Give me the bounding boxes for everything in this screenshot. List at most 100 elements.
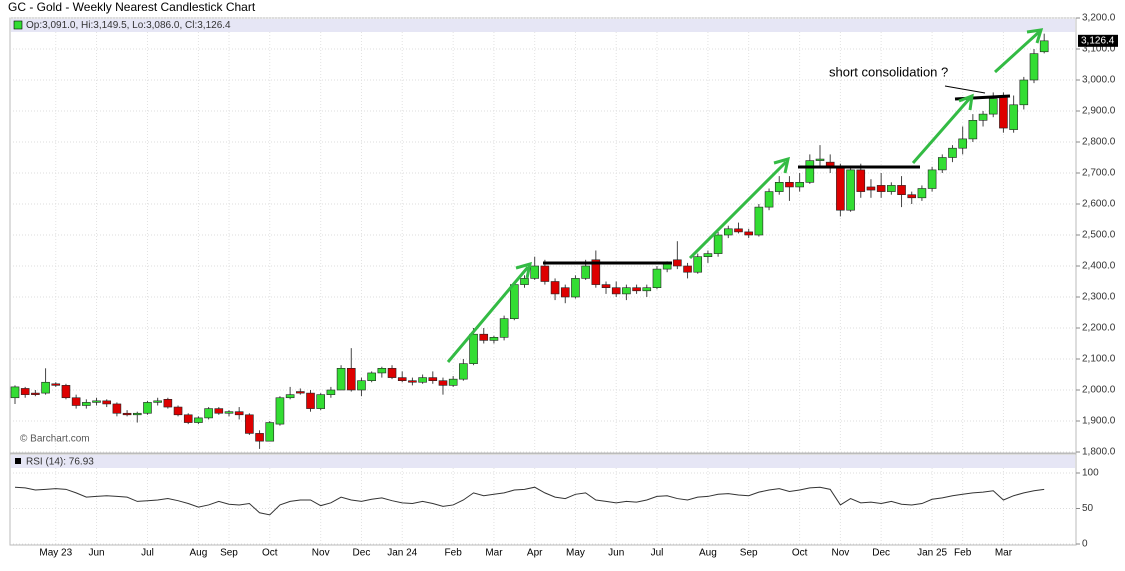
candle-body [102, 400, 112, 405]
y-tick-label: 2,200.0 [1082, 323, 1116, 334]
legend-swatch [13, 20, 23, 30]
candle-body [306, 392, 315, 409]
last-price-label: 3,126.4 [1081, 35, 1115, 46]
legend-band [11, 19, 1075, 32]
x-tick-label: Mar [485, 548, 503, 559]
x-tick-label: Apr [527, 548, 543, 559]
x-tick-label: Oct [792, 548, 808, 559]
candle-body [560, 287, 570, 298]
candle-body [296, 391, 305, 394]
x-tick-label: Feb [954, 548, 972, 559]
candle-body [122, 412, 132, 416]
candle-body [173, 406, 183, 416]
arrow [993, 30, 1041, 74]
candle-body [377, 367, 387, 374]
candle-body [194, 417, 203, 423]
candle-body [764, 191, 774, 208]
y-tick-label: 100 [1082, 468, 1099, 479]
x-tick-label: Nov [831, 548, 849, 559]
candle-body [805, 160, 815, 183]
candle-body [856, 169, 866, 192]
y-tick-label: 2,600.0 [1082, 199, 1116, 210]
candle-body [499, 318, 509, 338]
arrow [446, 266, 530, 363]
x-tick-label: Mar [995, 548, 1013, 559]
candle-body [112, 403, 122, 414]
candle-body [51, 383, 61, 386]
candle-body [622, 287, 631, 295]
candle-body [92, 400, 101, 403]
candle-body [815, 158, 825, 161]
candle-body [489, 336, 499, 341]
y-tick-label: 3,000.0 [1082, 75, 1116, 86]
candle-body [41, 381, 50, 394]
candle-body [632, 287, 641, 292]
candle-body [774, 182, 784, 192]
candle-body [367, 372, 376, 382]
candle-body [611, 287, 621, 295]
candle-body [153, 400, 162, 403]
candle-body [510, 284, 519, 320]
candle-body [408, 380, 417, 383]
candle-body [999, 96, 1008, 129]
candle-body [397, 377, 407, 382]
y-tick-label: 2,100.0 [1082, 354, 1116, 365]
rsi-label: RSI (14): 76.93 [26, 457, 94, 468]
candle-body [673, 259, 682, 267]
candle-body [316, 394, 326, 409]
legend-text: Op:3,091.0, Hi:3,149.5, Lo:3,086.0, Cl:3… [26, 20, 231, 31]
candle-body [346, 367, 356, 391]
x-tick-label: May 23 [39, 548, 72, 559]
candle-body [387, 367, 397, 378]
x-tick-label: Jul [141, 548, 154, 559]
candle-body [734, 228, 743, 233]
x-tick-label: Jun [88, 548, 104, 559]
candle-body [1009, 104, 1018, 130]
candle-body [591, 259, 601, 285]
candle-body [1019, 79, 1029, 106]
candle-body [357, 380, 366, 391]
annotation: short consolidation ? [829, 64, 948, 79]
candle-body [744, 231, 753, 236]
candle-body [836, 166, 845, 211]
x-tick-label: Sep [740, 548, 758, 559]
x-tick-label: Dec [353, 548, 371, 559]
candle-body [31, 392, 40, 395]
candle-body [204, 408, 213, 419]
candle-body [418, 377, 427, 383]
candle-body [683, 265, 692, 273]
candle-body [336, 367, 346, 391]
candle-body [703, 253, 713, 258]
candle-body [448, 378, 458, 386]
candle-body [846, 169, 855, 211]
candle-body [438, 380, 448, 386]
y-tick-label: 2,700.0 [1082, 168, 1116, 179]
candle-body [937, 157, 947, 171]
y-tick-label: 2,800.0 [1082, 137, 1116, 148]
candle-body [183, 414, 193, 423]
candle-body [540, 265, 550, 282]
candle-body [10, 386, 20, 399]
x-tick-label: Jan 25 [917, 548, 947, 559]
marks: 1,800.0 1,900.0 2,000.0 2,100.0 2,200.0 2,300… [10, 13, 1118, 559]
y-tick-label: 1,800.0 [1082, 447, 1116, 458]
candle-body [265, 422, 275, 442]
candle-body [601, 284, 611, 289]
y-tick-label: 2,400.0 [1082, 261, 1116, 272]
candle-body [968, 120, 978, 140]
candle-body [571, 278, 580, 298]
x-tick-label: Jul [651, 548, 664, 559]
candle-body [530, 265, 539, 279]
x-tick-label: Feb [445, 548, 463, 559]
candle-body [469, 333, 478, 364]
candle-body [20, 388, 30, 395]
candle-body [723, 228, 733, 236]
x-tick-label: Dec [872, 548, 890, 559]
candle-body [948, 147, 957, 158]
annotations: short consolidation ? [446, 28, 1044, 363]
candle-body [245, 414, 254, 434]
candle-body [917, 188, 927, 199]
candle-body [550, 281, 560, 295]
